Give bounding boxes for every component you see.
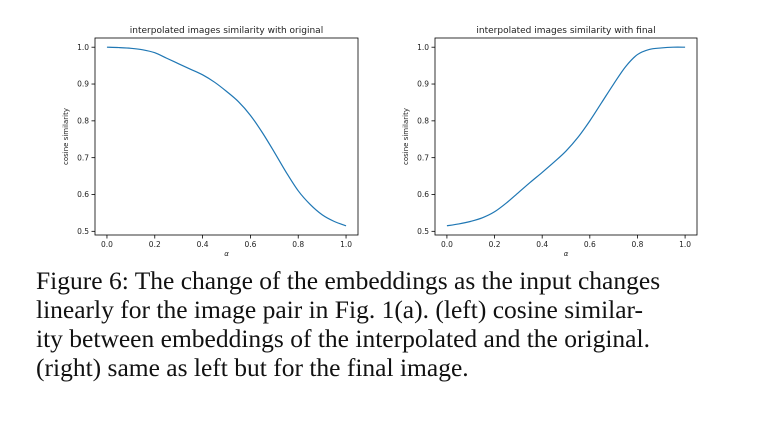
plot-frame: [94, 37, 359, 236]
x-tick-label: 0.4: [197, 240, 209, 249]
x-tick-label: 0.6: [244, 240, 256, 249]
y-tick-label: 0.9: [77, 80, 89, 89]
y-tick-label: 0.5: [77, 227, 89, 236]
x-axis-label: α: [224, 250, 229, 258]
series-line: [446, 46, 686, 227]
y-tick-label: 0.5: [417, 227, 429, 236]
x-tick-label: 0.0: [101, 240, 113, 249]
y-axis-label: cosine similarity: [402, 108, 410, 165]
x-tick-label: 0.2: [489, 240, 501, 249]
y-axis-label: cosine similarity: [62, 108, 70, 165]
y-tick-label: 0.7: [77, 153, 89, 162]
y-tick-label: 0.9: [417, 80, 429, 89]
chart-title: interpolated images similarity with orig…: [130, 26, 323, 36]
x-tick-label: 0.2: [149, 240, 161, 249]
y-tick-label: 0.8: [417, 117, 429, 126]
chart-title: interpolated images similarity with fina…: [476, 26, 655, 36]
x-tick-label: 0.8: [292, 240, 304, 249]
caption-line-1: Figure 6: The change of the embeddings a…: [36, 266, 661, 295]
x-tick-label: 1.0: [679, 240, 691, 249]
caption-line-2: linearly for the image pair in Fig. 1(a)…: [36, 295, 644, 324]
y-tick-label: 0.7: [417, 153, 429, 162]
y-tick-label: 1.0: [77, 43, 89, 52]
x-tick-label: 0.8: [631, 240, 643, 249]
caption-line-3: ity between embeddings of the interpolat…: [36, 324, 650, 353]
figure-caption: Figure 6: The change of the embeddings a…: [36, 266, 766, 382]
y-tick-label: 0.6: [77, 190, 89, 199]
chart-left: interpolated images similarity with orig…: [62, 26, 359, 258]
x-tick-label: 1.0: [340, 240, 352, 249]
y-tick-label: 0.6: [417, 190, 429, 199]
series-line: [106, 46, 347, 227]
caption-line-4: (right) same as left but for the final i…: [36, 353, 469, 382]
y-tick-label: 1.0: [417, 43, 429, 52]
chart-right: interpolated images similarity with fina…: [402, 26, 698, 258]
plot-frame: [434, 37, 698, 236]
x-axis-label: α: [564, 250, 569, 258]
x-tick-label: 0.0: [441, 240, 453, 249]
x-tick-label: 0.4: [536, 240, 548, 249]
y-tick-label: 0.8: [77, 117, 89, 126]
x-tick-label: 0.6: [584, 240, 596, 249]
